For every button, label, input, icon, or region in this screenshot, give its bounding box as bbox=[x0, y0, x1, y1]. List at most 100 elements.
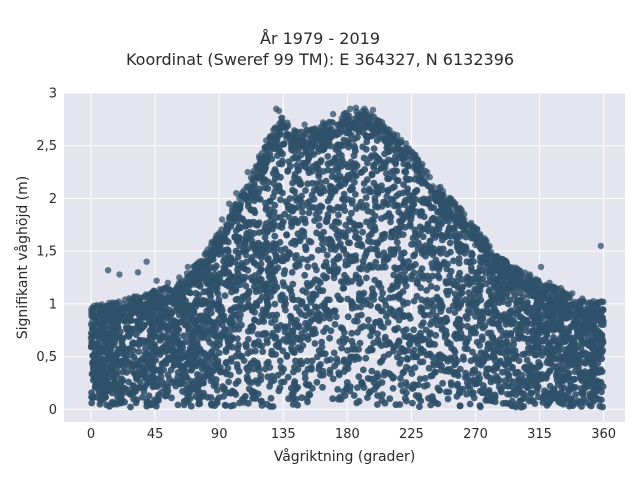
data-point bbox=[236, 234, 243, 241]
data-point bbox=[150, 346, 157, 353]
data-point bbox=[331, 243, 338, 250]
data-point bbox=[436, 262, 443, 269]
data-point bbox=[257, 287, 264, 294]
data-point bbox=[155, 315, 162, 322]
data-point bbox=[181, 401, 188, 408]
data-point bbox=[334, 204, 341, 211]
data-point bbox=[359, 229, 366, 236]
data-point bbox=[335, 145, 342, 152]
data-point bbox=[249, 328, 256, 335]
data-point bbox=[293, 194, 300, 201]
data-point bbox=[560, 401, 567, 408]
data-point bbox=[558, 356, 565, 363]
data-point bbox=[295, 204, 302, 211]
data-point bbox=[88, 339, 95, 346]
data-point bbox=[235, 342, 242, 349]
data-point bbox=[518, 322, 525, 329]
data-point bbox=[338, 345, 345, 352]
data-point bbox=[522, 364, 529, 371]
data-point bbox=[216, 304, 223, 311]
data-point bbox=[271, 301, 278, 308]
data-point bbox=[356, 235, 363, 242]
data-point bbox=[144, 399, 151, 406]
data-point bbox=[274, 284, 281, 291]
data-point bbox=[422, 375, 429, 382]
data-point bbox=[387, 286, 394, 293]
data-point bbox=[129, 368, 136, 375]
data-point bbox=[268, 395, 275, 402]
data-point bbox=[420, 319, 427, 326]
data-point bbox=[277, 188, 284, 195]
data-point bbox=[351, 173, 358, 180]
data-point bbox=[249, 237, 256, 244]
data-point bbox=[286, 158, 293, 165]
data-point bbox=[127, 404, 134, 411]
data-point bbox=[130, 396, 137, 403]
data-point bbox=[277, 358, 284, 365]
data-point bbox=[581, 396, 588, 403]
data-point bbox=[351, 152, 358, 159]
data-point bbox=[363, 138, 370, 145]
data-point bbox=[182, 381, 189, 388]
data-point bbox=[450, 303, 457, 310]
data-point bbox=[463, 339, 470, 346]
data-point bbox=[356, 202, 363, 209]
data-point bbox=[394, 325, 401, 332]
data-point bbox=[311, 262, 318, 269]
data-point bbox=[564, 358, 571, 365]
data-point bbox=[319, 350, 326, 357]
data-point bbox=[286, 333, 293, 340]
data-point bbox=[208, 394, 215, 401]
data-point bbox=[363, 194, 370, 201]
data-point bbox=[313, 180, 320, 187]
data-point bbox=[546, 343, 553, 350]
data-point bbox=[309, 192, 316, 199]
data-point bbox=[150, 329, 157, 336]
data-point bbox=[517, 313, 524, 320]
data-point bbox=[282, 307, 289, 314]
data-point bbox=[254, 278, 261, 285]
data-point bbox=[215, 290, 222, 297]
data-point bbox=[319, 344, 326, 351]
data-point bbox=[509, 364, 516, 371]
data-point bbox=[404, 356, 411, 363]
data-point bbox=[400, 328, 407, 335]
data-point bbox=[437, 232, 444, 239]
data-point bbox=[568, 335, 575, 342]
data-point bbox=[168, 394, 175, 401]
data-point bbox=[286, 249, 293, 256]
data-point bbox=[445, 396, 452, 403]
data-point bbox=[268, 285, 275, 292]
data-point bbox=[360, 262, 367, 269]
data-point bbox=[291, 238, 298, 245]
data-point bbox=[487, 286, 494, 293]
data-point bbox=[486, 318, 493, 325]
data-point bbox=[246, 289, 253, 296]
data-point bbox=[364, 160, 371, 167]
data-point bbox=[397, 375, 404, 382]
data-point bbox=[335, 228, 342, 235]
data-point bbox=[580, 359, 587, 366]
data-point bbox=[155, 394, 162, 401]
data-point bbox=[377, 236, 384, 243]
data-point bbox=[225, 335, 232, 342]
data-point bbox=[222, 292, 229, 299]
data-point bbox=[345, 313, 352, 320]
data-point bbox=[438, 221, 445, 228]
data-point bbox=[414, 187, 421, 194]
data-point bbox=[94, 332, 101, 339]
data-point bbox=[112, 330, 119, 337]
data-point bbox=[480, 382, 487, 389]
data-point bbox=[267, 293, 274, 300]
data-point bbox=[451, 333, 458, 340]
data-point bbox=[447, 249, 454, 256]
data-point bbox=[457, 249, 464, 256]
data-point bbox=[439, 380, 446, 387]
data-point bbox=[438, 367, 445, 374]
data-point bbox=[403, 398, 410, 405]
data-point bbox=[336, 255, 343, 262]
data-point bbox=[245, 219, 252, 226]
data-point bbox=[338, 324, 345, 331]
data-point bbox=[580, 323, 587, 330]
data-point bbox=[489, 398, 496, 405]
